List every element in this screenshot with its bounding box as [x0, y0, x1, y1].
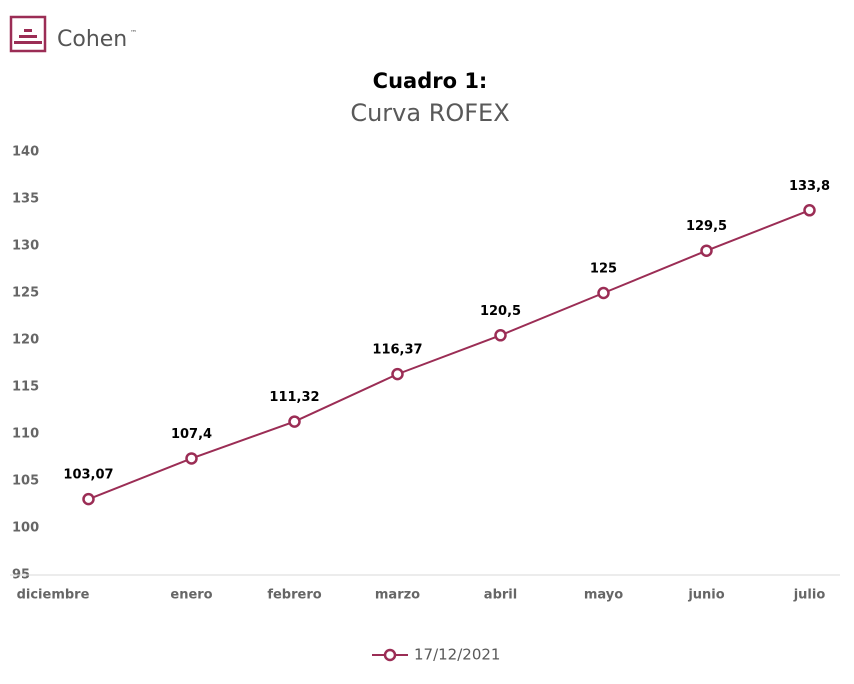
y-tick-label: 110 [12, 427, 39, 442]
logo-trademark: ™ [130, 29, 137, 37]
y-tick-label: 115 [12, 380, 39, 395]
x-tick-label: enero [170, 588, 212, 603]
data-point [700, 244, 713, 257]
y-tick-label: 120 [12, 333, 39, 348]
data-point [288, 415, 301, 428]
data-label: 120,5 [480, 304, 521, 319]
data-label: 125 [590, 262, 617, 277]
y-tick-label: 135 [12, 192, 39, 207]
y-tick-label: 130 [12, 239, 39, 254]
y-tick-label: 125 [12, 286, 39, 301]
data-point [82, 492, 95, 506]
y-tick-label: 140 [12, 145, 39, 160]
logo-icon [14, 41, 42, 44]
x-tick-label: julio [793, 588, 826, 603]
data-point [185, 452, 198, 465]
x-tick-label: febrero [267, 588, 321, 603]
x-tick-label: junio [687, 588, 724, 603]
logo-icon [9, 15, 47, 53]
legend-label: 17/12/2021 [414, 646, 500, 664]
data-point [391, 367, 404, 381]
logo-text: Cohen [57, 27, 127, 52]
data-point [494, 329, 507, 342]
x-tick-label: diciembre [17, 588, 90, 603]
logo: Cohen ™ [9, 15, 137, 53]
chart-subtitle: Curva ROFEX [350, 99, 509, 127]
data-label: 111,32 [269, 390, 319, 405]
data-label: 133,8 [789, 179, 830, 194]
y-tick-label: 105 [12, 474, 39, 489]
x-tick-label: mayo [584, 588, 623, 603]
data-label: 116,37 [372, 343, 422, 358]
data-label: 103,07 [63, 468, 113, 483]
chart-title: Cuadro 1: [373, 69, 488, 93]
series-line [88, 209, 810, 501]
data-label: 107,4 [171, 427, 212, 442]
data-point [597, 286, 610, 300]
logo-icon [24, 29, 32, 32]
x-tick-label: abril [484, 588, 517, 603]
x-tick-label: marzo [375, 588, 420, 603]
legend-marker [383, 648, 397, 662]
logo-icon [19, 35, 37, 38]
y-tick-label: 100 [12, 521, 39, 536]
data-label: 129,5 [686, 219, 727, 234]
data-point [803, 204, 816, 217]
